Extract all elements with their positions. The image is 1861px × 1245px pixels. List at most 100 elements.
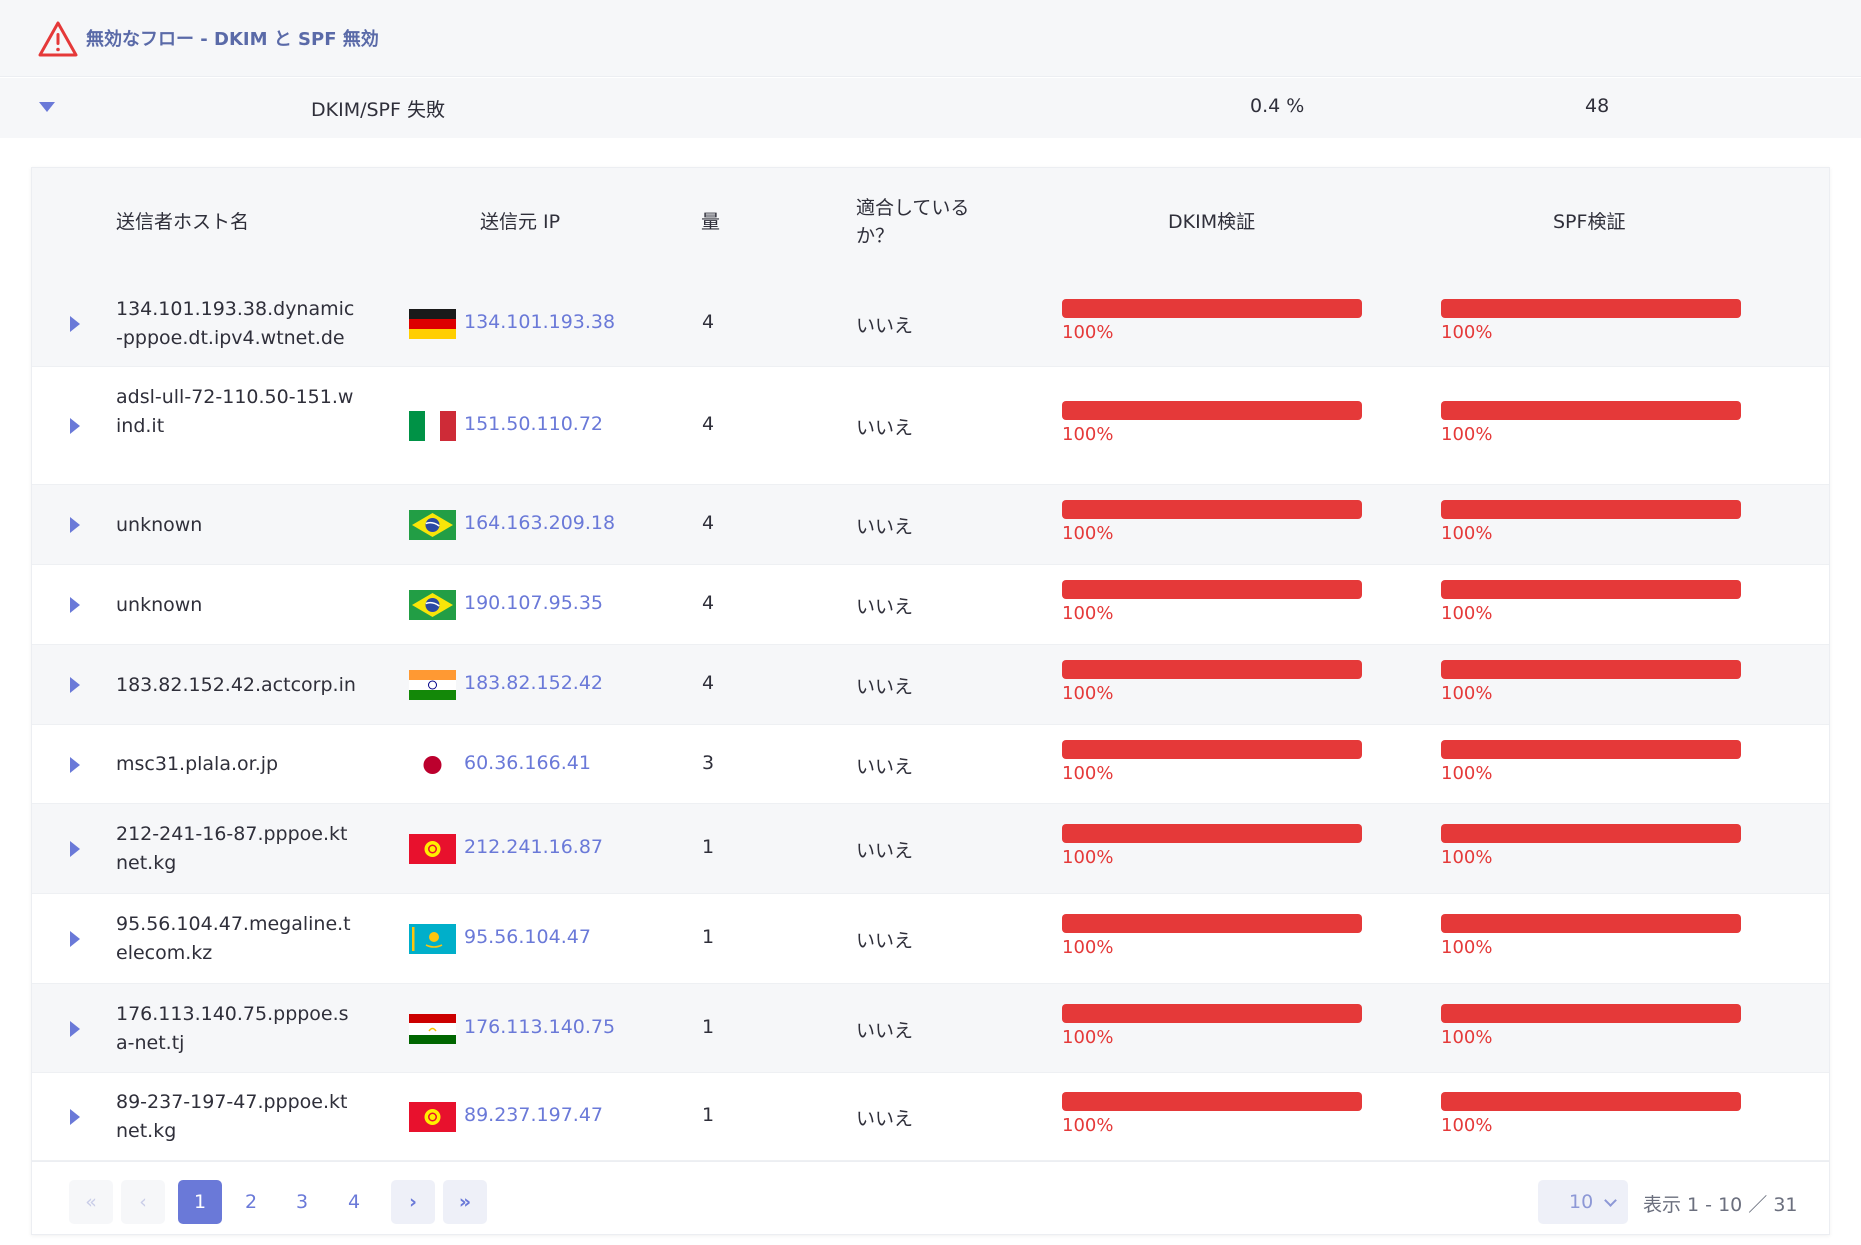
- india-flag-icon: [409, 670, 456, 700]
- dkim-fail-bar: [1062, 1092, 1362, 1111]
- row-ip-link[interactable]: 212.241.16.87: [464, 836, 604, 858]
- dkim-fail-percent: 100%: [1062, 1115, 1114, 1136]
- spf-fail-bar: [1441, 914, 1741, 933]
- row-host: 134.101.193.38.dynamic-pppoe.dt.ipv4.wtn…: [116, 297, 355, 349]
- spf-fail-percent: 100%: [1441, 683, 1493, 704]
- caret-right-icon[interactable]: [70, 756, 80, 773]
- row-ip-link[interactable]: 95.56.104.47: [464, 926, 591, 948]
- table-row[interactable]: 176.113.140.75.pppoe.sa-net.tj 176.113.14…: [32, 984, 1829, 1073]
- caret-down-icon[interactable]: [39, 102, 55, 112]
- caret-right-icon[interactable]: [70, 1109, 80, 1125]
- kyrgyzstan-flag-icon: [409, 1102, 456, 1132]
- caret-right-icon[interactable]: [70, 1020, 80, 1037]
- spf-fail-percent: 100%: [1441, 603, 1493, 624]
- spf-fail-percent: 100%: [1441, 762, 1493, 784]
- caret-right-icon[interactable]: [70, 597, 80, 613]
- row-ip-link[interactable]: 134.101.193.38: [464, 310, 616, 333]
- caret-right-icon[interactable]: [70, 677, 80, 693]
- table-row[interactable]: adsl-ull-72-110.50-151.wind.it 151.50.110…: [32, 367, 1829, 485]
- section-title: 無効なフロー - DKIM と SPF 無効: [86, 29, 379, 50]
- page-button-1[interactable]: 1: [178, 1180, 222, 1224]
- row-host: adsl-ull-72-110.50-151.wind.it: [116, 385, 354, 437]
- row-compliant: いいえ: [856, 596, 914, 618]
- table-row[interactable]: 95.56.104.47.megaline.telecom.kz 95.56.10…: [32, 894, 1829, 984]
- spf-fail-percent: 100%: [1441, 523, 1493, 544]
- row-ip-link[interactable]: 89.237.197.47: [464, 1104, 604, 1126]
- first-page-button[interactable]: «: [69, 1180, 113, 1224]
- spf-fail-percent: 100%: [1441, 937, 1493, 958]
- dkim-fail-bar: [1062, 401, 1362, 420]
- caret-right-icon[interactable]: [70, 841, 80, 857]
- row-ip-link[interactable]: 190.107.95.35: [464, 592, 604, 614]
- dkim-fail-percent: 100%: [1062, 1026, 1114, 1048]
- caret-right-icon[interactable]: [70, 315, 80, 332]
- spf-fail-bar: [1441, 580, 1741, 599]
- dkim-fail-percent: 100%: [1062, 683, 1114, 704]
- summary-label: DKIM/SPF 失敗: [311, 99, 445, 121]
- page-button-4[interactable]: 4: [347, 1191, 361, 1213]
- kyrgyzstan-flag-icon: [409, 834, 456, 864]
- spf-fail-bar: [1441, 660, 1741, 679]
- row-ip-link[interactable]: 164.163.209.18: [464, 512, 616, 534]
- spf-fail-bar: [1441, 1003, 1741, 1023]
- per-page-value: 10: [1569, 1191, 1594, 1213]
- table-row[interactable]: unknown 190.107.95.35 4 いいえ 100% 100%: [32, 565, 1829, 645]
- dkim-fail-bar: [1062, 660, 1362, 679]
- row-ip-link[interactable]: 151.50.110.72: [464, 413, 604, 435]
- row-volume: 3: [702, 751, 715, 774]
- caret-right-icon[interactable]: [70, 931, 80, 947]
- row-ip-link[interactable]: 176.113.140.75: [464, 1015, 616, 1038]
- row-volume: 4: [702, 592, 715, 614]
- tajikistan-flag-icon: [409, 1013, 456, 1044]
- row-volume: 4: [702, 672, 715, 694]
- next-page-button[interactable]: ›: [391, 1180, 435, 1224]
- table-row[interactable]: 212-241-16-87.pppoe.ktnet.kg 212.241.16.8…: [32, 804, 1829, 894]
- row-compliant: いいえ: [856, 516, 914, 538]
- column-header-volume[interactable]: 量: [701, 211, 721, 233]
- table-row[interactable]: 89-237-197-47.pppoe.ktnet.kg 89.237.197.4…: [32, 1073, 1829, 1161]
- prev-page-button[interactable]: ‹: [121, 1180, 165, 1224]
- column-header-ip[interactable]: 送信元 IP: [480, 211, 561, 233]
- caret-right-icon[interactable]: [70, 517, 80, 533]
- germany-flag-icon: [409, 308, 456, 339]
- table-row[interactable]: 134.101.193.38.dynamic-pppoe.dt.ipv4.wtn…: [32, 280, 1829, 367]
- row-volume: 1: [702, 836, 715, 858]
- column-header-spf[interactable]: SPF検証: [1553, 211, 1626, 233]
- per-page-select[interactable]: 10: [1538, 1180, 1628, 1224]
- spf-fail-bar: [1441, 500, 1741, 519]
- brazil-flag-icon: [409, 510, 456, 540]
- row-compliant: いいえ: [856, 314, 914, 337]
- table-row[interactable]: 183.82.152.42.actcorp.in 183.82.152.42 4 いい…: [32, 645, 1829, 725]
- dkim-fail-bar: [1062, 500, 1362, 519]
- table-row[interactable]: unknown 164.163.209.18 4 いいえ 100% 100%: [32, 485, 1829, 565]
- row-ip-link[interactable]: 60.36.166.41: [464, 751, 591, 774]
- chevron-down-icon: [1604, 1194, 1617, 1207]
- dkim-fail-percent: 100%: [1062, 424, 1114, 445]
- row-ip-link[interactable]: 183.82.152.42: [464, 672, 604, 694]
- summary-row[interactable]: DKIM/SPF 失敗 0.4 % 48: [0, 78, 1861, 138]
- row-host: 89-237-197-47.pppoe.ktnet.kg: [116, 1091, 348, 1142]
- last-page-button[interactable]: »: [443, 1180, 487, 1224]
- column-header-dkim[interactable]: DKIM検証: [1168, 211, 1256, 233]
- caret-right-icon[interactable]: [70, 418, 80, 434]
- dkim-fail-bar: [1062, 580, 1362, 599]
- warning-triangle-icon: [38, 21, 78, 57]
- dkim-fail-bar: [1062, 824, 1362, 843]
- row-compliant: いいえ: [856, 840, 914, 862]
- spf-fail-percent: 100%: [1441, 1026, 1493, 1048]
- row-volume: 1: [702, 1104, 715, 1126]
- column-header-host[interactable]: 送信者ホスト名: [116, 211, 250, 233]
- row-volume: 1: [702, 1015, 715, 1038]
- table-header: 送信者ホスト名 送信元 IP 量 適合しているか？ DKIM検証 SPF検証: [32, 168, 1829, 280]
- row-compliant: いいえ: [856, 1019, 914, 1042]
- row-host: msc31.plala.or.jp: [116, 753, 279, 775]
- dkim-fail-percent: 100%: [1062, 603, 1114, 624]
- page-button-2[interactable]: 2: [244, 1191, 258, 1213]
- page-button-3[interactable]: 3: [295, 1191, 309, 1213]
- spf-fail-bar: [1441, 401, 1741, 420]
- row-compliant: いいえ: [856, 676, 914, 698]
- dkim-fail-bar: [1062, 739, 1362, 759]
- table-row[interactable]: msc31.plala.or.jp 60.36.166.41 3 いいえ 100% 100…: [32, 725, 1829, 804]
- dkim-fail-bar: [1062, 1003, 1362, 1023]
- column-header-compliant[interactable]: 適合しているか？: [856, 197, 970, 247]
